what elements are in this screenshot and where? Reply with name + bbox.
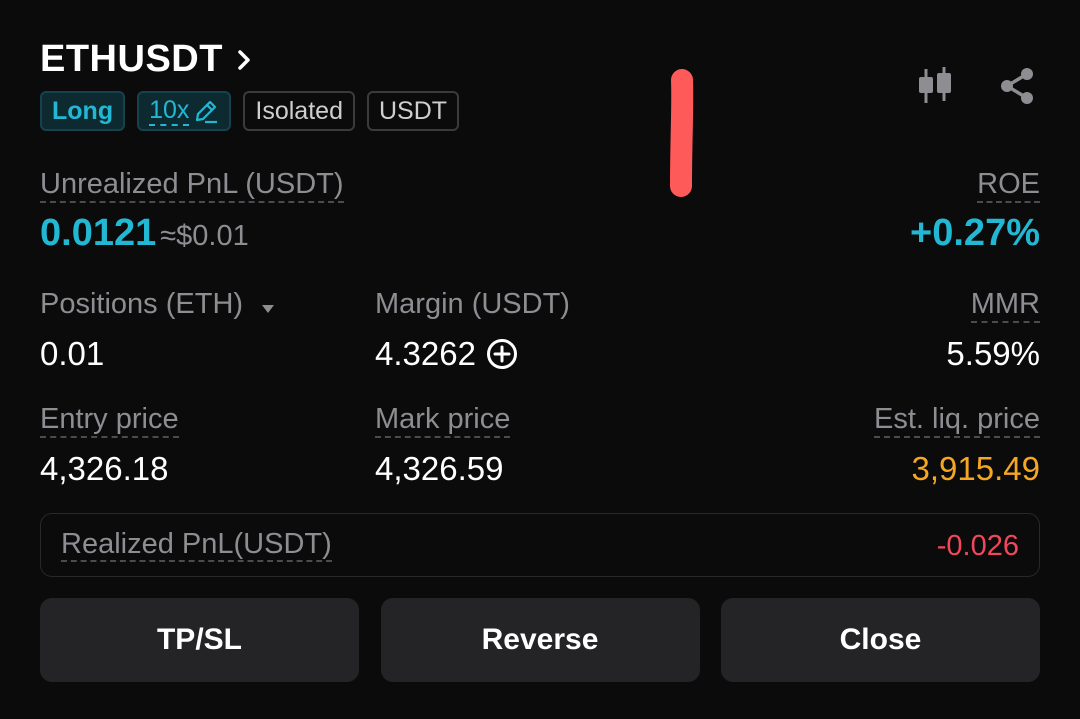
unrealized-pnl-usd: ≈$0.01 bbox=[160, 220, 249, 252]
header-actions bbox=[916, 66, 1036, 106]
unrealized-pnl-amount: 0.0121 bbox=[40, 212, 157, 254]
liq-price-value: 3,915.49 bbox=[911, 450, 1040, 487]
margin-value-row: 4.3262 bbox=[375, 335, 518, 373]
positions-value: 0.01 bbox=[40, 335, 105, 372]
mark-price-label[interactable]: Mark price bbox=[375, 403, 511, 438]
realized-pnl-box[interactable]: Realized PnL(USDT) -0.026 bbox=[40, 513, 1040, 577]
entry-price-label[interactable]: Entry price bbox=[40, 403, 179, 438]
roe-value: +0.27% bbox=[910, 212, 1040, 254]
unrealized-pnl-value: 0.0121 ≈$0.01 bbox=[40, 212, 249, 255]
close-button[interactable]: Close bbox=[721, 598, 1040, 682]
pencil-edit-icon bbox=[193, 98, 219, 124]
realized-pnl-value: -0.026 bbox=[936, 530, 1019, 562]
symbol-header[interactable]: ETHUSDT bbox=[40, 38, 253, 81]
mmr-value: 5.59% bbox=[946, 335, 1040, 372]
positions-label[interactable]: Positions (ETH) bbox=[40, 288, 275, 322]
realized-pnl-label: Realized PnL(USDT) bbox=[61, 528, 332, 562]
caret-down-icon[interactable] bbox=[261, 289, 275, 322]
position-tags: Long 10x Isolated USDT bbox=[40, 91, 460, 131]
unrealized-pnl-label[interactable]: Unrealized PnL (USDT) bbox=[40, 168, 344, 203]
plus-circle-icon[interactable] bbox=[486, 338, 518, 370]
annotation-mark bbox=[665, 68, 699, 205]
action-buttons: TP/SL Reverse Close bbox=[40, 598, 1040, 682]
liq-price-label[interactable]: Est. liq. price bbox=[874, 403, 1040, 438]
reverse-button[interactable]: Reverse bbox=[380, 598, 700, 682]
leverage-button[interactable]: 10x bbox=[137, 91, 232, 131]
leverage-value: 10x bbox=[149, 96, 190, 126]
symbol-name[interactable]: ETHUSDT bbox=[40, 38, 223, 80]
candlestick-chart-icon[interactable] bbox=[916, 66, 954, 106]
chevron-right-icon[interactable] bbox=[237, 49, 253, 71]
margin-mode-badge: Isolated bbox=[243, 91, 355, 131]
side-badge: Long bbox=[40, 91, 126, 131]
settle-coin-badge: USDT bbox=[366, 91, 460, 131]
mmr-label[interactable]: MMR bbox=[970, 288, 1040, 323]
tpsl-button[interactable]: TP/SL bbox=[40, 598, 359, 682]
mark-price-value: 4,326.59 bbox=[375, 450, 504, 487]
margin-label: Margin (USDT) bbox=[375, 288, 570, 320]
share-icon[interactable] bbox=[998, 67, 1036, 105]
margin-value: 4.3262 bbox=[375, 335, 476, 372]
roe-label[interactable]: ROE bbox=[977, 168, 1040, 203]
entry-price-value: 4,326.18 bbox=[40, 450, 169, 487]
